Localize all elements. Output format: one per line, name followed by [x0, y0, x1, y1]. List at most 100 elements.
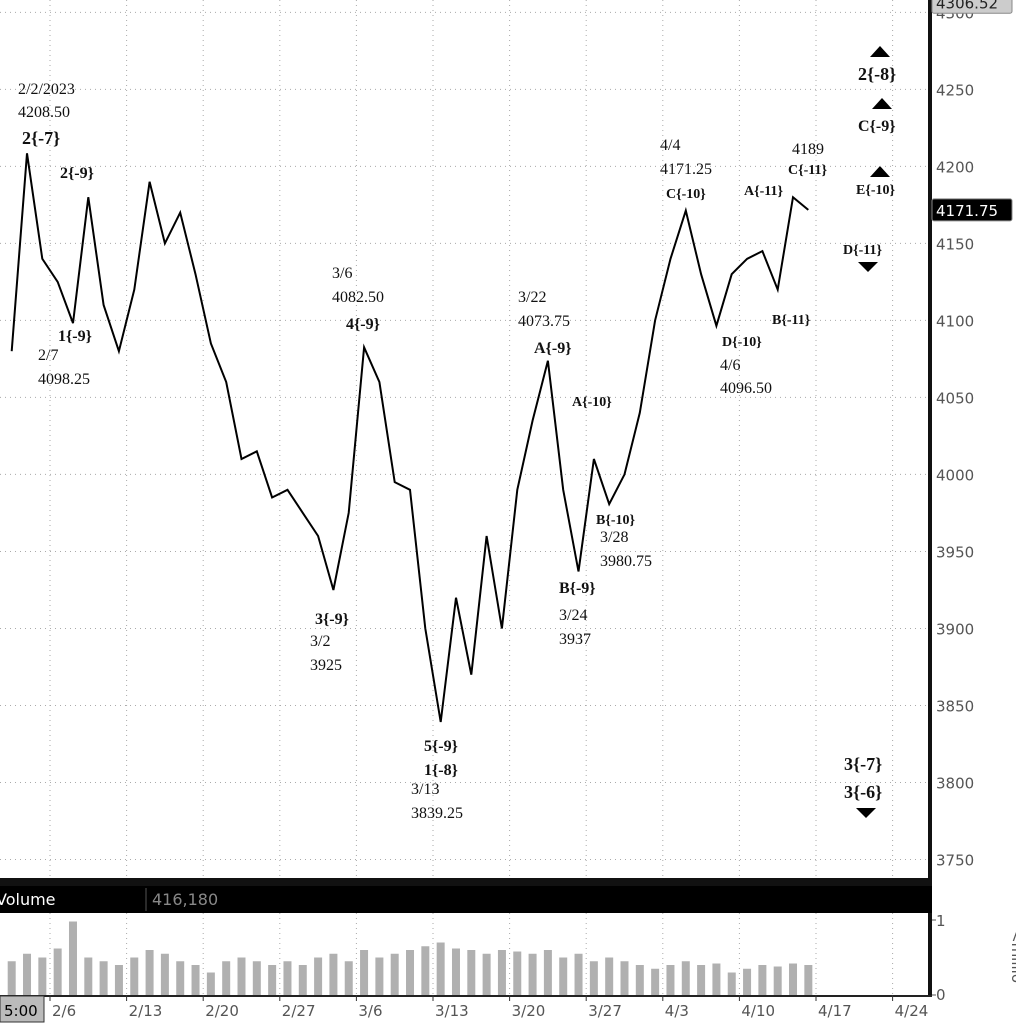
annotation: 3{-6}: [844, 782, 882, 802]
volume-bar: [406, 950, 415, 995]
top-price: 4306.52: [936, 0, 998, 12]
y-tick-label: 3750: [936, 852, 974, 870]
volume-bar: [53, 948, 62, 995]
volume-bar: [206, 972, 215, 995]
top-price-box: [931, 0, 1013, 14]
x-tick-label: 2/6: [52, 1002, 76, 1020]
x-tick-label: 2/20: [205, 1002, 239, 1020]
annotation: 3/24: [559, 607, 587, 624]
annotation: 3/22: [518, 289, 546, 306]
y-tick-label: 4150: [936, 235, 974, 253]
volume-bar: [635, 965, 644, 995]
annotation: 3/2: [310, 633, 330, 650]
volume-bar: [712, 963, 721, 995]
annotation: B{-11}: [772, 313, 811, 328]
annotation: 3980.75: [600, 553, 652, 570]
axis-divider: [928, 0, 932, 880]
volume-bar: [727, 972, 736, 995]
annotation: A{-10}: [572, 395, 612, 410]
up-marker: [870, 166, 890, 177]
x-tick-label: 3/27: [588, 1002, 622, 1020]
annotation: 4/6: [720, 357, 740, 374]
annotation: 4{-9}: [346, 316, 380, 333]
annotation: D{-10}: [722, 335, 762, 350]
volume-bar: [589, 961, 598, 995]
annotation: 4098.25: [38, 371, 90, 388]
volume-bar: [283, 961, 292, 995]
y-tick-label: 3850: [936, 697, 974, 715]
annotation: 4082.50: [332, 289, 384, 306]
volume-bar: [130, 957, 139, 995]
annotation: 4171.25: [660, 161, 712, 178]
volume-bar: [620, 961, 629, 995]
annotation: C{-11}: [788, 163, 828, 178]
volume-bar: [451, 948, 460, 995]
volume-bar: [314, 957, 323, 995]
volume-bar: [528, 953, 537, 995]
annotation: 2{-7}: [22, 128, 60, 148]
annotation: 1{-9}: [58, 328, 92, 345]
y-tick-label: 4050: [936, 389, 974, 407]
volume-bar: [789, 963, 798, 995]
volume-header: [0, 886, 932, 913]
volume-bar: [68, 921, 77, 995]
pane-divider: [0, 878, 932, 886]
annotation: 2{-9}: [60, 165, 94, 182]
volume-bar: [84, 957, 93, 995]
y-tick-label: 4100: [936, 312, 974, 330]
volume-bar: [191, 965, 200, 995]
volume-bar: [666, 965, 675, 995]
x-tick-label: 4/24: [895, 1002, 929, 1020]
last-price-box: [931, 198, 1013, 222]
x-tick-label: 3/6: [358, 1002, 382, 1020]
volume-bar: [390, 953, 399, 995]
y-tick-label: 3950: [936, 543, 974, 561]
volume-bar: [482, 953, 491, 995]
x-tick-label: 2/13: [129, 1002, 163, 1020]
annotation: 5{-9}: [424, 738, 458, 755]
volume-bar: [38, 957, 47, 995]
annotation: 3{-7}: [844, 754, 882, 774]
annotation: C{-9}: [858, 118, 896, 135]
volume-bar: [605, 957, 614, 995]
annotation: 4096.50: [720, 380, 772, 397]
volume-bar: [329, 953, 338, 995]
y-tick-label: 4250: [936, 81, 974, 99]
annotation: 3839.25: [411, 805, 463, 822]
annotation: B{-9}: [559, 580, 596, 597]
annotation: 3/13: [411, 781, 439, 798]
annotation: 3{-9}: [315, 611, 349, 628]
annotation: C{-10}: [666, 187, 706, 202]
volume-bar: [99, 961, 108, 995]
volume-bar: [574, 953, 583, 995]
y-tick-label: 4000: [936, 466, 974, 484]
down-marker: [856, 808, 876, 818]
volume-bar: [436, 942, 445, 995]
volume-bar: [758, 965, 767, 995]
y-tick-label: 3800: [936, 774, 974, 792]
volume-bar: [114, 965, 123, 995]
y-tick-label: 4200: [936, 158, 974, 176]
volume-bar: [681, 961, 690, 995]
session-label: 5:00: [4, 1002, 38, 1020]
annotation: 3937: [559, 631, 591, 648]
annotation: A{-9}: [534, 340, 572, 357]
y-axis-label: <millio: [1008, 930, 1016, 983]
down-marker: [858, 262, 878, 272]
x-tick-label: 2/27: [282, 1002, 316, 1020]
annotation: 4189: [792, 141, 824, 158]
annotation: B{-10}: [596, 513, 636, 528]
volume-bar: [773, 966, 782, 995]
up-marker: [872, 98, 892, 109]
volume-bar: [697, 965, 706, 995]
volume-bar: [543, 950, 552, 995]
volume-bar: [7, 961, 16, 995]
volume-bar: [804, 965, 813, 995]
axis-divider: [928, 913, 932, 995]
annotation: 2{-8}: [858, 64, 896, 84]
annotation: 4/4: [660, 137, 680, 154]
annotation: 1{-8}: [424, 762, 458, 779]
volume-bar: [559, 957, 568, 995]
volume-last: 416,180: [152, 890, 218, 909]
volume-bar: [222, 961, 231, 995]
